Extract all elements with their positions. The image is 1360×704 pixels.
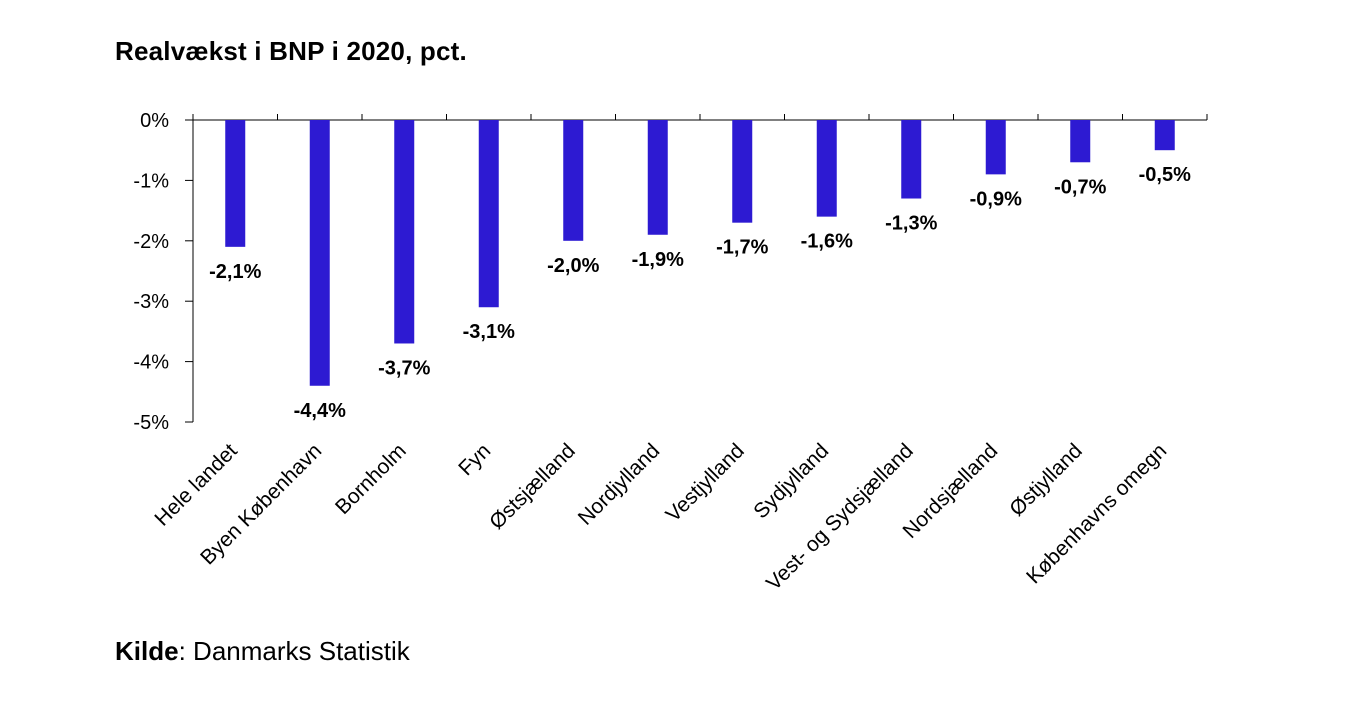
bar xyxy=(225,120,246,247)
data-label: -0,5% xyxy=(1139,164,1191,186)
x-tick-label: Sydjylland xyxy=(749,439,833,523)
source-label: Kilde xyxy=(115,636,179,666)
chart-axes xyxy=(185,114,1208,423)
bar xyxy=(1154,120,1175,151)
data-label: -3,1% xyxy=(463,321,515,343)
y-tick-label: -5% xyxy=(133,412,169,434)
bar xyxy=(563,120,584,241)
x-tick-label: Vest- og Sydsjælland xyxy=(762,439,918,595)
data-label: -1,9% xyxy=(632,249,684,271)
bar xyxy=(732,120,753,223)
chart-bars xyxy=(225,120,1175,386)
x-tick-label: Fyn xyxy=(454,439,495,480)
y-tick-label: 0% xyxy=(140,110,169,132)
y-tick-label: -2% xyxy=(133,231,169,253)
bar xyxy=(647,120,668,235)
data-label: -0,9% xyxy=(970,188,1022,210)
data-label: -4,4% xyxy=(294,400,346,422)
bar xyxy=(985,120,1006,175)
y-tick-label: -3% xyxy=(133,291,169,313)
x-tick-label: Østjylland xyxy=(1005,439,1086,520)
x-tick-label: Københavns omegn xyxy=(1022,439,1171,588)
x-tick-label: Hele landet xyxy=(150,439,242,531)
data-label: -2,1% xyxy=(209,261,261,283)
data-label: -3,7% xyxy=(378,357,430,379)
y-tick-label: -1% xyxy=(133,170,169,192)
data-label: -0,7% xyxy=(1054,176,1106,198)
data-label: -1,7% xyxy=(716,237,768,259)
bar xyxy=(394,120,415,344)
bar xyxy=(901,120,922,199)
data-labels: -2,1% -4,4% -3,7% -3,1% -2,0% -1,9% -1,7% -1,6%… xyxy=(209,164,1191,422)
x-tick-label: Bornholm xyxy=(331,439,411,519)
source-text: Danmarks Statistik xyxy=(185,636,410,666)
y-tick-labels: 0% -1% -2% -3% -4% -5% xyxy=(133,110,169,434)
x-tick-label: Østsjælland xyxy=(485,439,580,534)
x-tick-label: Vestjylland xyxy=(662,439,749,526)
source-separator: : xyxy=(178,636,186,666)
data-label: -1,3% xyxy=(885,213,937,235)
data-label: -1,6% xyxy=(801,231,853,253)
chart-title: Realvækst i BNP i 2020, pct. xyxy=(115,36,467,66)
source-note: Kilde: Danmarks Statistik xyxy=(115,636,410,667)
data-label: -2,0% xyxy=(547,255,599,277)
bar xyxy=(1070,120,1091,163)
bar xyxy=(816,120,837,217)
bar xyxy=(309,120,330,386)
y-tick-label: -4% xyxy=(133,352,169,374)
bar xyxy=(478,120,499,308)
x-tick-label: Nordjylland xyxy=(574,439,665,530)
